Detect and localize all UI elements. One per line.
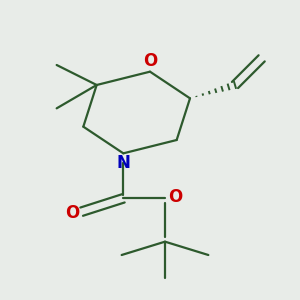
Text: N: N	[116, 154, 130, 172]
Text: O: O	[168, 188, 182, 206]
Text: O: O	[143, 52, 157, 70]
Text: O: O	[65, 204, 80, 222]
